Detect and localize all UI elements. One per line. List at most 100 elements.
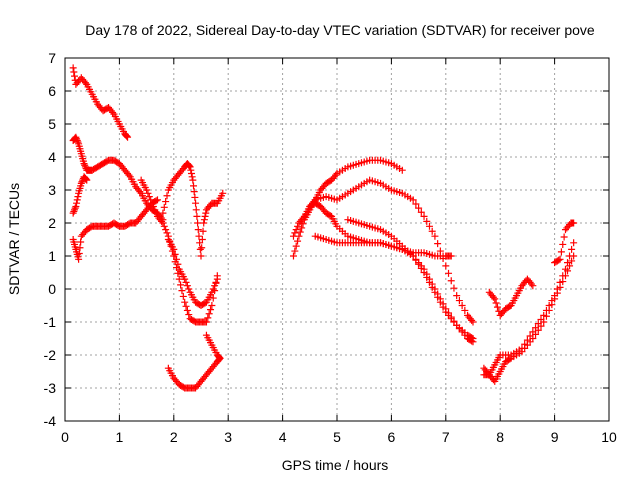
data-point-plus (450, 317, 458, 325)
data-point-plus (160, 203, 168, 211)
data-point-plus (455, 297, 463, 305)
data-point-plus (568, 257, 576, 265)
data-point-plus (71, 72, 79, 80)
data-point-plus (152, 197, 160, 205)
data-point-plus (445, 309, 453, 317)
data-point-plus (202, 318, 210, 326)
data-point-plus (159, 219, 167, 227)
data-point-plus (568, 245, 576, 253)
data-point-plus (442, 305, 450, 313)
data-point-plus (143, 186, 151, 194)
y-tick-label: 3 (48, 182, 56, 198)
x-tick-label: 7 (442, 429, 450, 445)
data-point-plus (201, 212, 209, 220)
data-point-plus (82, 175, 90, 183)
data-point-plus (442, 262, 450, 270)
data-point-plus (493, 303, 501, 311)
data-point-plus (289, 232, 297, 240)
data-point-plus (209, 285, 217, 293)
data-point-plus (439, 300, 447, 308)
data-point-plus (310, 198, 318, 206)
data-point-plus (534, 320, 542, 328)
data-point-plus (557, 248, 565, 256)
data-point-plus (170, 245, 178, 253)
data-point-plus (428, 280, 436, 288)
data-point-plus (332, 171, 340, 179)
chart-title: Day 178 of 2022, Sidereal Day-to-day VTE… (85, 22, 595, 38)
data-point-plus (453, 292, 461, 300)
data-point-plus (77, 179, 85, 187)
data-point-plus (163, 192, 171, 200)
x-tick-label: 2 (170, 429, 178, 445)
data-point-plus (215, 353, 223, 361)
data-point-plus (162, 198, 170, 206)
data-point-plus (83, 176, 91, 184)
data-point-plus (75, 250, 83, 258)
axis-ticks: 0 1 2 3 4 5 6 7 8 9 10 -4 -3 -2 -1 0 1 2 3 4 5 6 7 (44, 50, 617, 445)
data-point-plus (211, 282, 219, 290)
data-point-plus (548, 297, 556, 305)
data-point-plus (198, 244, 206, 252)
data-point-plus (174, 260, 182, 268)
data-point-plus (551, 292, 559, 300)
data-point-plus (212, 278, 220, 286)
data-point-plus (71, 206, 79, 214)
data-point-plus (78, 178, 86, 186)
data-point-plus (425, 222, 433, 230)
data-point-plus (445, 269, 453, 277)
data-point-plus (200, 216, 208, 224)
data-point-plus (187, 170, 195, 177)
data-point-plus (556, 278, 564, 286)
data-point-plus (144, 189, 152, 197)
data-point-plus (109, 108, 117, 116)
y-tick-label: 4 (48, 149, 56, 165)
data-point-plus (289, 252, 297, 260)
data-point-plus (185, 285, 193, 293)
data-point-plus (461, 306, 469, 314)
x-tick-label: 1 (116, 429, 124, 445)
data-point-plus (188, 173, 196, 181)
data-point-plus (527, 280, 535, 288)
data-point-plus (521, 340, 529, 348)
data-point-plus (152, 209, 160, 217)
data-point-plus (77, 238, 85, 246)
data-point-plus (183, 306, 191, 314)
data-point-plus (447, 277, 455, 285)
y-tick-label: -2 (44, 347, 57, 363)
data-point-plus (76, 244, 84, 252)
data-point-plus (431, 232, 439, 240)
data-point-plus (215, 353, 223, 361)
data-point-plus (207, 306, 215, 314)
data-point-plus (468, 337, 476, 345)
data-point-plus (73, 199, 81, 207)
data-point-plus (147, 196, 155, 204)
data-point-plus (185, 311, 193, 319)
data-point-plus (73, 135, 81, 143)
data-point-plus (570, 239, 578, 247)
data-point-plus (158, 217, 166, 225)
data-point-plus (153, 196, 161, 204)
data-point-plus (72, 133, 80, 141)
data-point-plus (74, 138, 82, 146)
data-point-plus (423, 270, 431, 278)
data-point-plus (204, 314, 212, 322)
data-point-plus (151, 206, 159, 214)
data-point-plus (523, 336, 531, 344)
data-point-plus (163, 229, 171, 237)
data-point-plus (537, 316, 545, 324)
data-point-plus (529, 328, 537, 336)
data-point-plus (202, 209, 210, 217)
data-point-plus (291, 229, 299, 237)
data-point-plus (179, 292, 187, 300)
y-tick-label: -3 (44, 380, 57, 396)
data-point-plus (81, 161, 89, 169)
data-point-plus (489, 293, 497, 301)
data-point-plus (219, 189, 227, 197)
x-tick-label: 4 (279, 429, 287, 445)
data-point-plus (208, 302, 216, 309)
data-point-plus (436, 295, 444, 303)
data-point-plus (529, 282, 537, 290)
data-point-plus (70, 207, 78, 215)
x-tick-label: 6 (388, 429, 396, 445)
y-tick-label: 7 (48, 50, 56, 66)
